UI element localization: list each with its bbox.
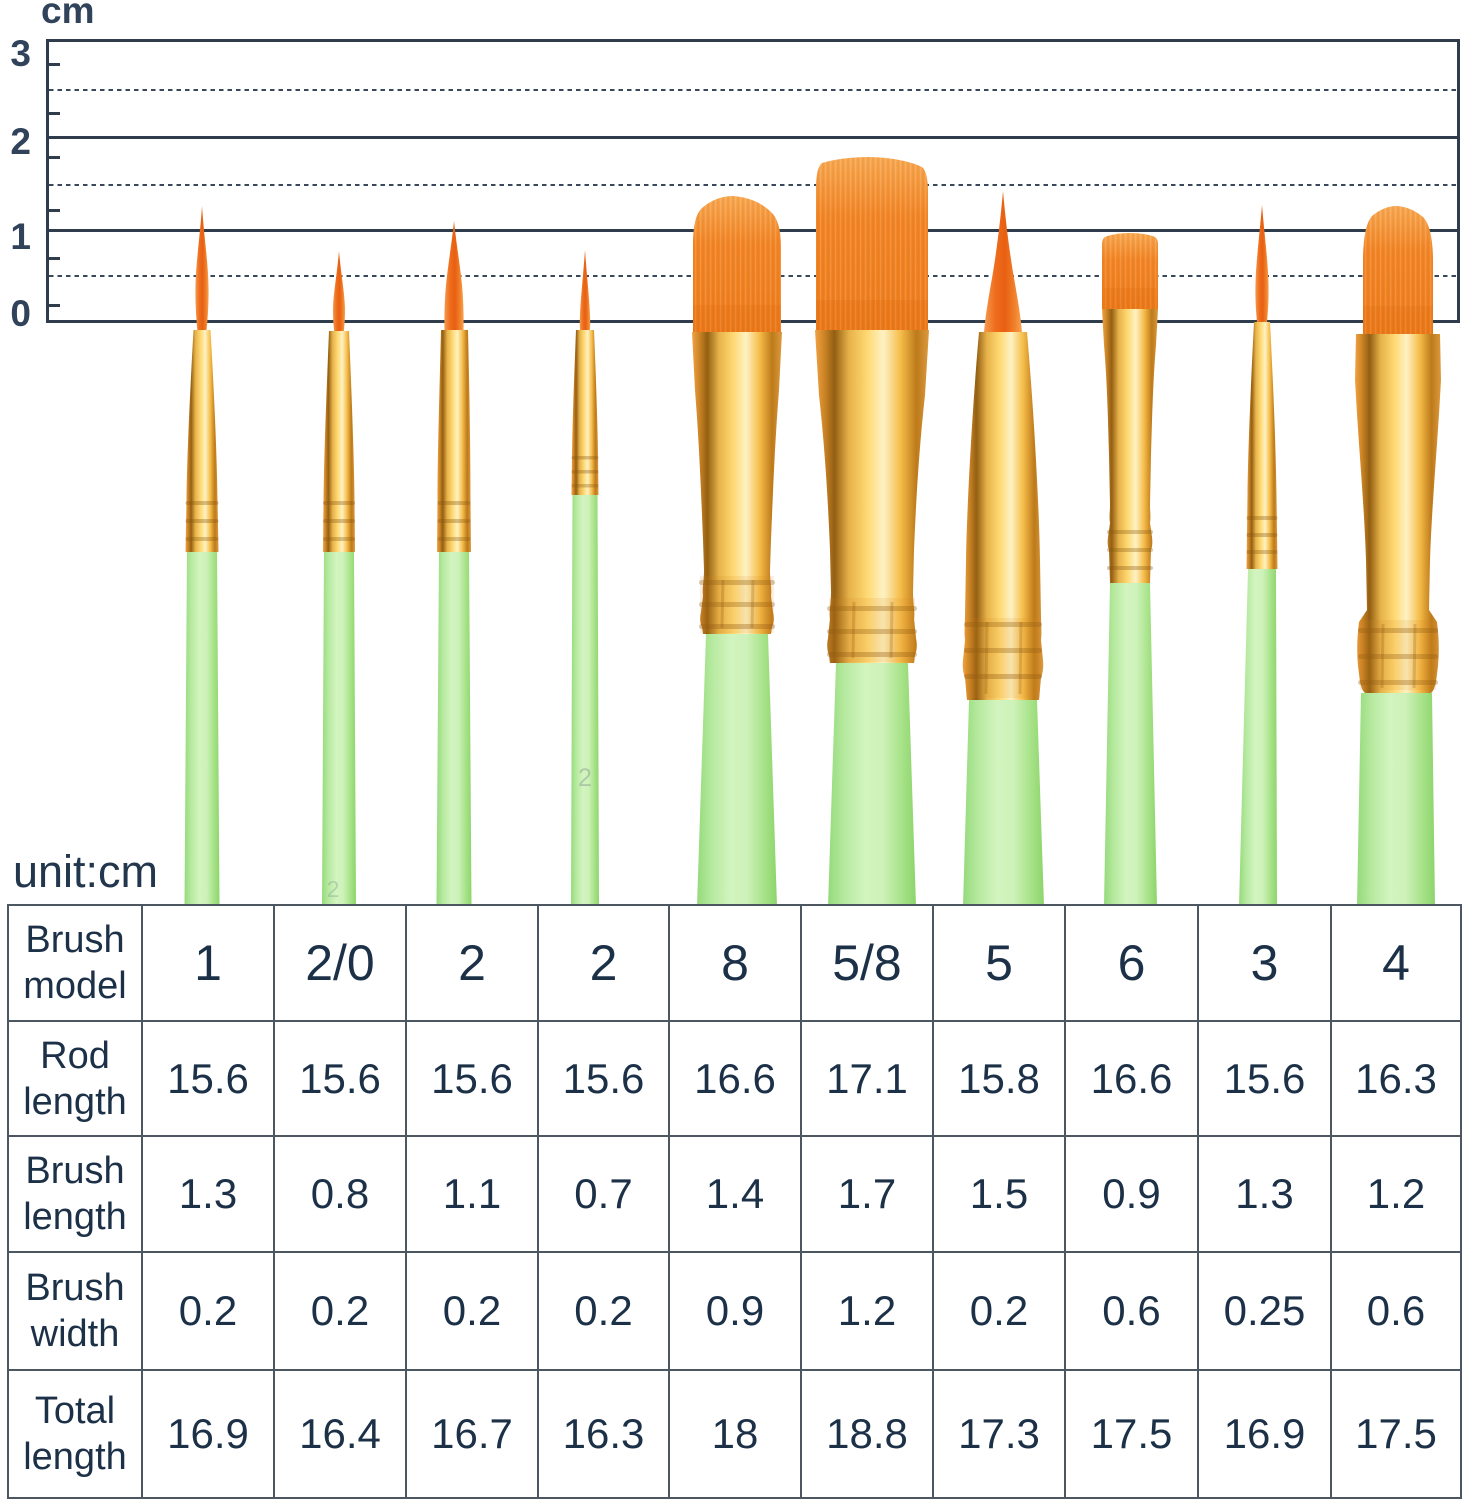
svg-text:2: 2 xyxy=(327,876,340,902)
svg-text:2: 2 xyxy=(578,764,592,792)
